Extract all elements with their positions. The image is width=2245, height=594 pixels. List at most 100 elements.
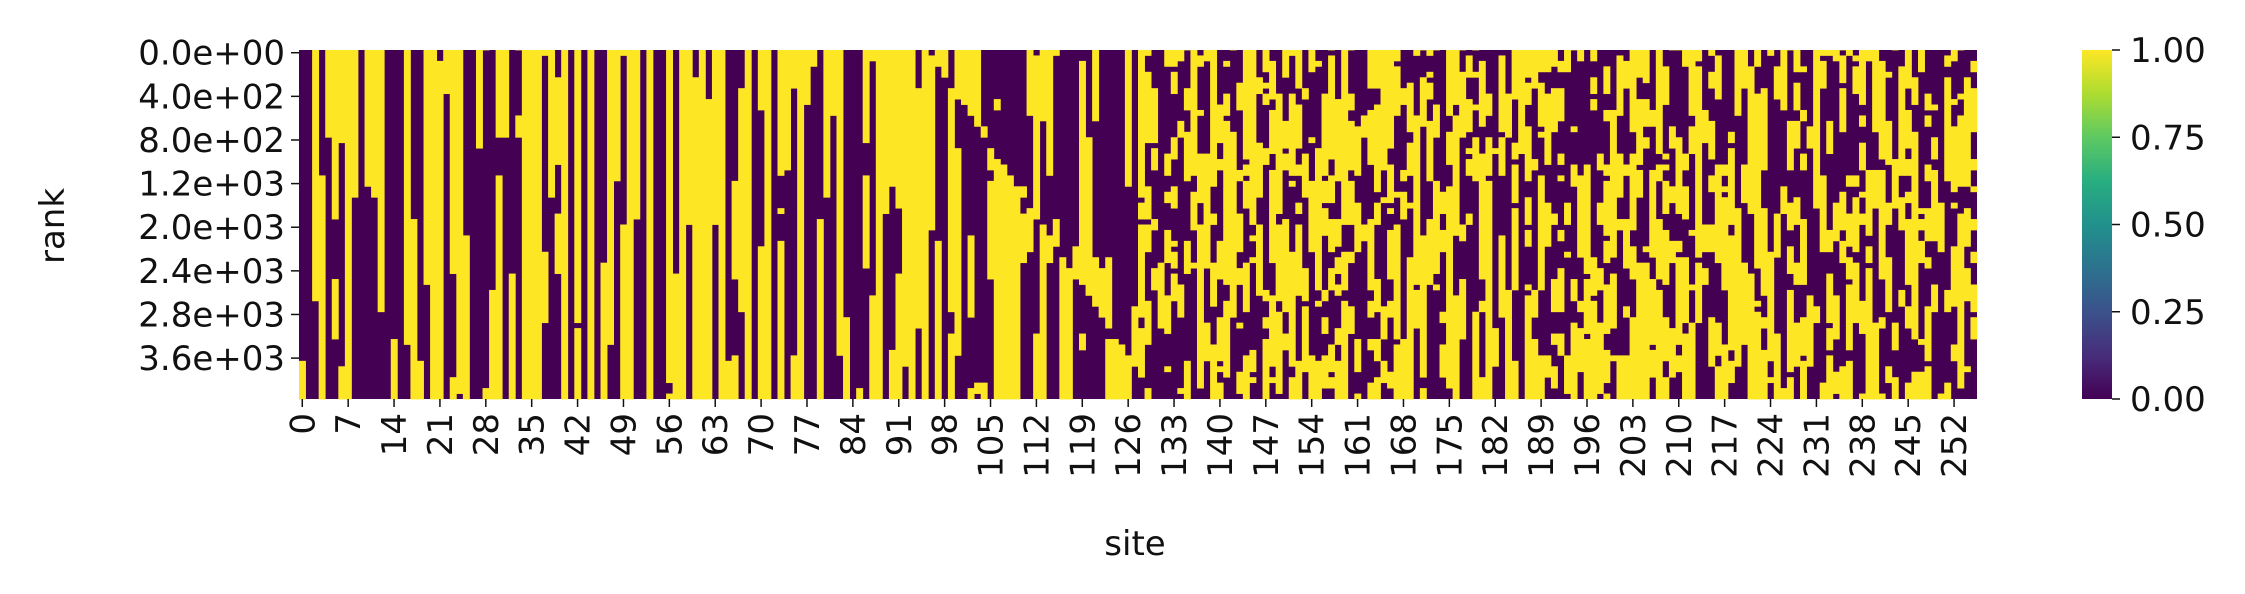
heatmap-cell (1026, 208, 1034, 253)
heatmap-cell (1478, 300, 1486, 313)
heatmap-cell (1537, 175, 1545, 291)
heatmap-cell (1334, 360, 1342, 400)
heatmap-cell (1426, 82, 1434, 100)
heatmap-cell (731, 180, 739, 280)
heatmap-cell (1328, 377, 1336, 389)
heatmap-cell (1675, 137, 1683, 214)
heatmap-cell (1918, 208, 1925, 214)
heatmap-cell (1183, 88, 1191, 111)
heatmap-cell (1859, 115, 1866, 127)
heatmap-cell (1550, 366, 1558, 389)
heatmap-cell (1642, 246, 1650, 253)
heatmap-cell (1695, 66, 1703, 258)
heatmap-cell (1931, 104, 1939, 111)
heatmap-cell (1465, 99, 1473, 133)
x-tick-label: 84 (834, 413, 874, 456)
heatmap-cell (1124, 355, 1132, 400)
heatmap-cell (1793, 120, 1801, 149)
heatmap-cell (790, 355, 798, 400)
heatmap-cell (1124, 50, 1132, 187)
heatmap-cell (1701, 268, 1709, 285)
heatmap-cell (1439, 344, 1447, 378)
x-tick-label: 252 (1935, 413, 1975, 478)
heatmap-cell (1328, 55, 1336, 160)
heatmap-cell (1452, 115, 1460, 236)
heatmap-cell (1334, 328, 1342, 345)
heatmap-cell (1898, 289, 1906, 307)
heatmap-cell (1400, 88, 1408, 105)
heatmap-cell (1367, 382, 1375, 400)
heatmap-cell (1662, 180, 1670, 214)
heatmap-cell (1328, 268, 1336, 291)
heatmap-cell (1164, 229, 1172, 264)
heatmap-cell (718, 50, 726, 400)
heatmap-cell (1623, 60, 1630, 89)
heatmap-cell (1924, 208, 1932, 242)
heatmap-cell (1688, 229, 1696, 236)
heatmap-cell (1105, 339, 1113, 400)
heatmap-cell (1393, 224, 1401, 340)
heatmap-cell (1177, 284, 1185, 318)
heatmap-cell (1288, 93, 1296, 176)
heatmap-cell (1400, 339, 1408, 400)
x-tick-label: 77 (788, 413, 828, 456)
heatmap-cell (1387, 229, 1395, 280)
y-axis-label: rank (33, 188, 73, 264)
heatmap-cell (403, 50, 411, 345)
heatmap-cell (980, 382, 988, 400)
x-tick-label: 161 (1339, 413, 1379, 478)
heatmap-cell (1609, 109, 1617, 258)
heatmap-cell (1236, 213, 1244, 253)
heatmap-cell (1177, 388, 1185, 394)
x-tick-label: 35 (513, 413, 553, 456)
heatmap-cell (1151, 148, 1159, 171)
heatmap-cell (1210, 262, 1218, 307)
heatmap-cell (325, 50, 333, 138)
heatmap-cell (1380, 197, 1388, 204)
heatmap-cell (1046, 50, 1054, 176)
heatmap-cell (1760, 349, 1768, 400)
heatmap-cell (1734, 50, 1742, 116)
heatmap-cell (1668, 186, 1676, 204)
y-tick-label: 3.6e+03 (138, 339, 285, 379)
heatmap-cell (351, 50, 359, 198)
x-tick-label: 21 (421, 413, 461, 456)
heatmap-cell (541, 251, 549, 324)
heatmap-cell (1944, 55, 1952, 67)
heatmap-cell (1616, 153, 1624, 198)
heatmap-cell (1170, 273, 1178, 302)
heatmap-cell (1478, 60, 1486, 127)
heatmap-cell (1052, 219, 1060, 247)
heatmap-cell (1865, 246, 1873, 264)
heatmap-cell (1452, 50, 1460, 105)
heatmap-cell (1662, 377, 1670, 400)
heatmap-cell (1780, 50, 1788, 111)
heatmap-cell (1878, 393, 1886, 400)
heatmap-cell (1223, 93, 1231, 116)
heatmap-cell (1813, 50, 1821, 209)
heatmap-cell (1183, 360, 1191, 400)
heatmap-cell (1970, 251, 1978, 264)
heatmap-cell (1590, 77, 1598, 95)
heatmap-cell (1754, 300, 1762, 307)
heatmap-cell (803, 50, 811, 105)
heatmap-cell (1741, 164, 1748, 204)
heatmap-cell (1557, 229, 1565, 242)
heatmap-cell (1701, 224, 1709, 253)
x-tick-label: 98 (926, 413, 966, 456)
heatmap-cell (902, 50, 909, 367)
heatmap-cell (1314, 300, 1322, 307)
heatmap-cell (1636, 50, 1644, 78)
heatmap-cell (1262, 50, 1270, 73)
heatmap-cell (1924, 257, 1932, 269)
heatmap-cell (757, 246, 765, 400)
x-tick-label: 42 (559, 413, 599, 456)
heatmap-cell (1564, 50, 1571, 73)
x-axis-ticks: 0 7 14 21 28 35 42 49 56 63 70 77 84 91 98 105 112 119 126… (283, 399, 1975, 478)
heatmap-cell (915, 88, 923, 329)
heatmap-cell (1393, 344, 1401, 400)
heatmap-cell (1747, 273, 1755, 400)
heatmap-cell (941, 50, 949, 78)
heatmap-cell (1216, 317, 1224, 362)
x-tick-label: 63 (696, 413, 736, 456)
